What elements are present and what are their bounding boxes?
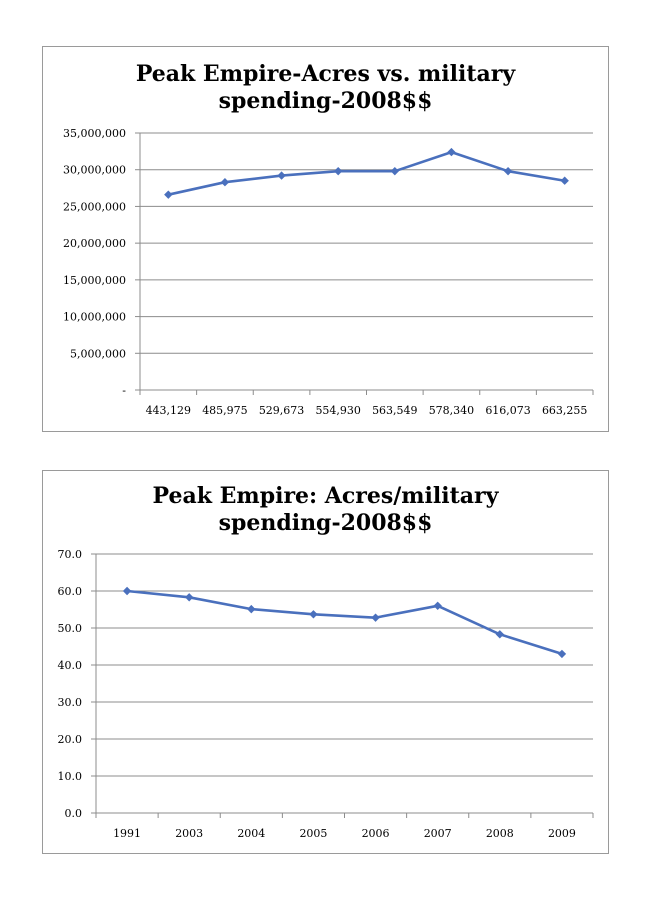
x-tick-label: 663,255: [542, 404, 588, 417]
y-tick-label: 35,000,000: [63, 127, 126, 140]
data-point-marker: [184, 593, 194, 602]
data-point-marker: [390, 166, 400, 176]
y-tick-label: 15,000,000: [63, 274, 126, 287]
data-point-marker: [503, 166, 513, 176]
chart-title-line-2: spending-2008$$: [218, 510, 433, 536]
y-tick-label: 10,000,000: [63, 311, 126, 324]
data-point-marker: [122, 586, 132, 596]
data-point-marker: [447, 147, 456, 157]
chart-title-line-1: Peak Empire: Acres/military: [152, 483, 499, 509]
y-tick-label: 30.0: [58, 696, 83, 709]
x-tick-label: 2004: [237, 827, 265, 840]
data-point-marker: [277, 171, 286, 180]
data-point-marker: [164, 190, 173, 199]
chart-title: Peak Empire: Acres/military spending-200…: [43, 483, 608, 537]
data-point-marker: [309, 610, 318, 619]
data-point-marker: [371, 613, 380, 622]
data-point-marker: [433, 601, 442, 610]
y-tick-label: 70.0: [58, 548, 83, 561]
x-tick-label: 2003: [175, 827, 203, 840]
x-tick-label: 443,129: [146, 404, 192, 417]
chart-plot-area: 0.0 10.0 20.0 30.0 40.0 50.0 60.0 70.0 1991 2003 2…: [58, 548, 594, 840]
y-tick-label: 30,000,000: [63, 164, 126, 177]
data-point-marker: [560, 176, 569, 185]
data-point-marker: [220, 177, 230, 187]
x-tick-label: 563,549: [372, 404, 418, 417]
x-tick-label: 2008: [486, 827, 514, 840]
data-point-marker: [557, 649, 567, 659]
y-tick-label: 20,000,000: [63, 237, 126, 250]
x-tick-label: 2007: [424, 827, 452, 840]
x-tick-label: 554,930: [315, 404, 361, 417]
x-tick-label: 616,073: [485, 404, 531, 417]
x-tick-label: 578,340: [429, 404, 475, 417]
series-line: [168, 150, 565, 196]
y-tick-label: 60.0: [58, 585, 83, 598]
x-tick-label: 529,673: [259, 404, 305, 417]
x-tick-label: 1991: [113, 827, 141, 840]
y-tick-label: 25,000,000: [63, 200, 126, 213]
data-point-marker: [333, 166, 343, 176]
y-tick-label: 20.0: [58, 733, 83, 746]
data-point-marker: [247, 604, 256, 614]
chart-title-line-1: Peak Empire-Acres vs. military: [135, 61, 516, 87]
y-tick-label: -: [122, 384, 126, 397]
y-tick-label: 10.0: [58, 770, 83, 783]
x-tick-label: 2009: [548, 827, 576, 840]
chart-acres-per-spending: Peak Empire: Acres/military spending-200…: [42, 470, 609, 854]
y-tick-label: 40.0: [58, 659, 83, 672]
series-line: [126, 589, 563, 656]
data-point-marker: [495, 630, 505, 639]
chart-title: Peak Empire-Acres vs. military spending-…: [43, 61, 608, 115]
y-tick-label: 5,000,000: [70, 347, 126, 360]
chart-plot-area: - 5,000,000 10,000,000 15,000,000 20,000,000…: [63, 127, 594, 417]
y-tick-label: 50.0: [58, 622, 83, 635]
chart-acres-vs-spending: Peak Empire-Acres vs. military spending-…: [42, 46, 609, 432]
y-tick-label: 0.0: [65, 807, 83, 820]
x-tick-label: 2006: [362, 827, 390, 840]
chart-title-line-2: spending-2008$$: [218, 88, 433, 114]
x-tick-label: 2005: [299, 827, 327, 840]
x-tick-label: 485,975: [202, 404, 248, 417]
